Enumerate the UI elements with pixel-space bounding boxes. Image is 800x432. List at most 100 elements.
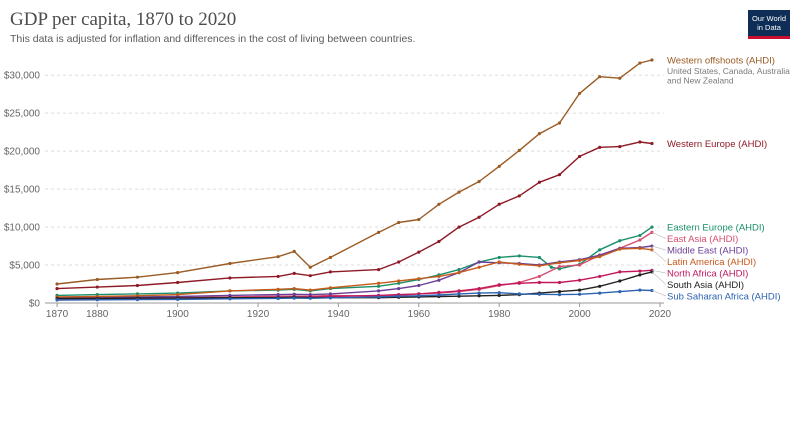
data-point[interactable]: [457, 289, 461, 293]
data-point[interactable]: [377, 267, 381, 272]
data-point[interactable]: [517, 148, 521, 152]
data-point[interactable]: [176, 297, 180, 301]
data-point[interactable]: [477, 265, 481, 269]
data-point[interactable]: [437, 293, 441, 297]
series-label[interactable]: Western Europe (AHDI): [667, 139, 767, 150]
data-point[interactable]: [557, 173, 562, 177]
data-point[interactable]: [477, 291, 481, 295]
data-point[interactable]: [557, 290, 562, 294]
data-point[interactable]: [292, 286, 296, 291]
data-point[interactable]: [377, 230, 381, 234]
data-point[interactable]: [477, 286, 481, 291]
data-point[interactable]: [176, 280, 180, 285]
series-line[interactable]: [57, 141, 652, 290]
data-point[interactable]: [650, 230, 654, 234]
data-point[interactable]: [598, 255, 602, 259]
data-point[interactable]: [650, 225, 654, 229]
data-point[interactable]: [276, 296, 280, 301]
data-point[interactable]: [457, 271, 461, 275]
data-point[interactable]: [397, 279, 401, 283]
data-point[interactable]: [598, 75, 602, 79]
data-point[interactable]: [176, 271, 180, 275]
series-label[interactable]: Middle East (AHDI): [667, 246, 748, 257]
data-point[interactable]: [650, 58, 654, 62]
data-point[interactable]: [638, 288, 642, 292]
data-point[interactable]: [276, 274, 280, 279]
data-point[interactable]: [549, 265, 554, 269]
data-point[interactable]: [377, 284, 381, 288]
data-point[interactable]: [377, 295, 381, 299]
data-point[interactable]: [397, 220, 401, 225]
data-point[interactable]: [417, 250, 421, 254]
data-point[interactable]: [497, 164, 501, 168]
data-point[interactable]: [517, 254, 521, 258]
data-point[interactable]: [308, 288, 312, 292]
series-label[interactable]: South Asia (AHDI): [667, 280, 744, 291]
owid-logo[interactable]: Our World in Data: [748, 10, 790, 39]
data-point[interactable]: [577, 258, 582, 263]
data-point[interactable]: [437, 274, 441, 279]
data-point[interactable]: [497, 283, 501, 287]
data-point[interactable]: [377, 289, 381, 293]
data-point[interactable]: [517, 292, 521, 296]
data-point[interactable]: [537, 274, 541, 279]
data-point[interactable]: [650, 141, 654, 146]
data-point[interactable]: [176, 293, 180, 297]
data-point[interactable]: [477, 179, 481, 184]
data-point[interactable]: [618, 290, 622, 294]
data-point[interactable]: [537, 180, 541, 184]
data-point[interactable]: [292, 296, 296, 300]
data-point[interactable]: [598, 274, 602, 279]
data-point[interactable]: [55, 286, 59, 291]
data-point[interactable]: [577, 91, 582, 96]
data-point[interactable]: [557, 264, 562, 269]
data-point[interactable]: [577, 263, 582, 267]
data-point[interactable]: [577, 154, 582, 159]
data-point[interactable]: [497, 260, 501, 264]
series-line[interactable]: [57, 247, 652, 298]
data-point[interactable]: [377, 281, 381, 285]
data-point[interactable]: [292, 292, 296, 296]
data-point[interactable]: [308, 296, 312, 300]
data-point[interactable]: [618, 239, 622, 243]
data-point[interactable]: [228, 276, 232, 280]
data-point[interactable]: [477, 215, 481, 219]
data-point[interactable]: [328, 270, 332, 274]
data-point[interactable]: [457, 294, 461, 298]
data-point[interactable]: [276, 255, 280, 259]
data-point[interactable]: [457, 225, 461, 229]
series-label[interactable]: Latin America (AHDI): [667, 257, 756, 268]
data-point[interactable]: [537, 292, 541, 296]
data-point[interactable]: [55, 298, 59, 302]
data-point[interactable]: [477, 260, 481, 264]
data-point[interactable]: [537, 264, 541, 268]
data-point[interactable]: [557, 121, 562, 125]
data-point[interactable]: [537, 280, 541, 285]
data-point[interactable]: [228, 293, 232, 298]
data-point[interactable]: [618, 247, 622, 251]
data-point[interactable]: [397, 281, 401, 285]
data-point[interactable]: [437, 239, 441, 244]
data-point[interactable]: [598, 248, 602, 252]
data-point[interactable]: [95, 285, 99, 289]
data-point[interactable]: [308, 265, 312, 269]
series-line[interactable]: [57, 245, 652, 299]
data-point[interactable]: [328, 255, 332, 260]
data-point[interactable]: [135, 297, 140, 302]
data-point[interactable]: [497, 255, 501, 260]
data-point[interactable]: [397, 294, 401, 298]
data-point[interactable]: [228, 289, 232, 293]
data-point[interactable]: [638, 246, 642, 250]
data-point[interactable]: [577, 288, 582, 292]
data-point[interactable]: [497, 202, 501, 206]
data-point[interactable]: [437, 290, 441, 294]
data-point[interactable]: [618, 76, 622, 80]
data-point[interactable]: [417, 283, 421, 288]
data-point[interactable]: [135, 275, 140, 279]
data-point[interactable]: [618, 270, 622, 274]
data-point[interactable]: [497, 293, 501, 298]
data-point[interactable]: [557, 261, 562, 265]
data-point[interactable]: [557, 293, 562, 297]
data-point[interactable]: [292, 249, 296, 253]
data-point[interactable]: [517, 262, 521, 266]
